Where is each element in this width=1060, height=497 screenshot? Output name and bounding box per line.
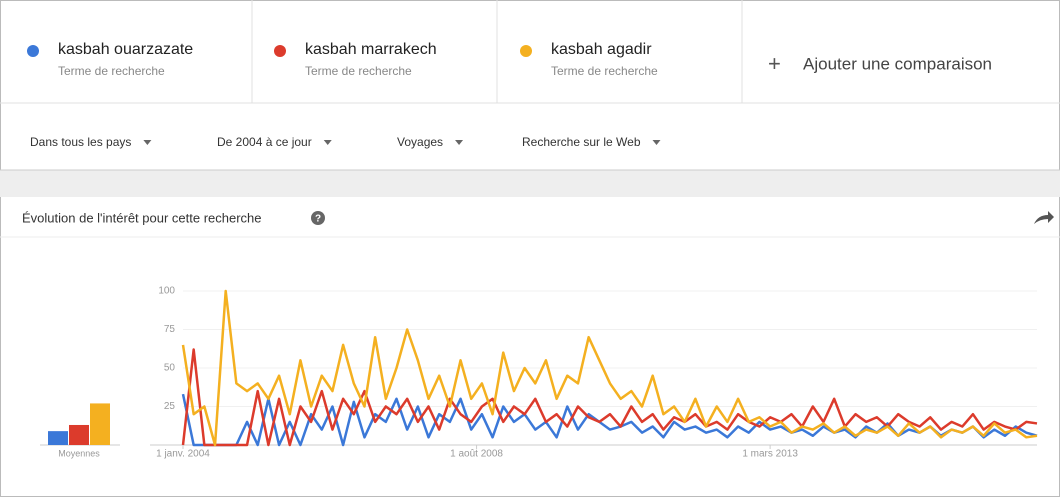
- term-subtitle: Terme de recherche: [551, 64, 658, 78]
- term-name[interactable]: kasbah agadir: [551, 41, 652, 58]
- average-bar: [90, 403, 110, 445]
- dropdown-arrow[interactable]: [323, 140, 332, 145]
- y-tick-label: 100: [158, 286, 175, 297]
- dropdown-arrow[interactable]: [455, 140, 464, 145]
- x-tick-label: 1 janv. 2004: [156, 449, 210, 460]
- averages-label: Moyennes: [58, 448, 100, 458]
- plus-icon[interactable]: +: [768, 51, 781, 76]
- y-tick-label: 50: [164, 363, 176, 374]
- dropdown-arrow[interactable]: [143, 140, 152, 145]
- filter[interactable]: Recherche sur le Web: [522, 135, 641, 149]
- y-tick-label: 75: [164, 324, 176, 335]
- add-comparison[interactable]: Ajouter une comparaison: [803, 54, 992, 73]
- term-dot[interactable]: [274, 45, 286, 57]
- term-dot[interactable]: [520, 45, 532, 57]
- term-name[interactable]: kasbah marrakech: [305, 41, 437, 58]
- average-bar: [69, 424, 89, 445]
- gray-band: [0, 170, 1060, 197]
- help-icon-glyph[interactable]: ?: [315, 214, 321, 225]
- term-dot[interactable]: [27, 45, 39, 57]
- series-line: [181, 289, 1038, 447]
- term-subtitle: Terme de recherche: [305, 64, 412, 78]
- y-tick-label: 25: [164, 401, 176, 412]
- filter[interactable]: De 2004 à ce jour: [217, 135, 312, 149]
- average-bar: [48, 431, 68, 445]
- series-line: [181, 348, 1038, 447]
- filter[interactable]: Voyages: [397, 135, 443, 149]
- x-tick-label: 1 mars 2013: [742, 449, 798, 460]
- card-title: Évolution de l'intérêt pour cette recher…: [22, 210, 262, 225]
- filter[interactable]: Dans tous les pays: [30, 135, 131, 149]
- help-icon[interactable]: [311, 211, 325, 225]
- share-icon[interactable]: [1034, 211, 1054, 224]
- term-subtitle: Terme de recherche: [58, 64, 165, 78]
- dropdown-arrow[interactable]: [652, 140, 661, 145]
- x-tick-label: 1 août 2008: [450, 449, 503, 460]
- term-name[interactable]: kasbah ouarzazate: [58, 41, 193, 58]
